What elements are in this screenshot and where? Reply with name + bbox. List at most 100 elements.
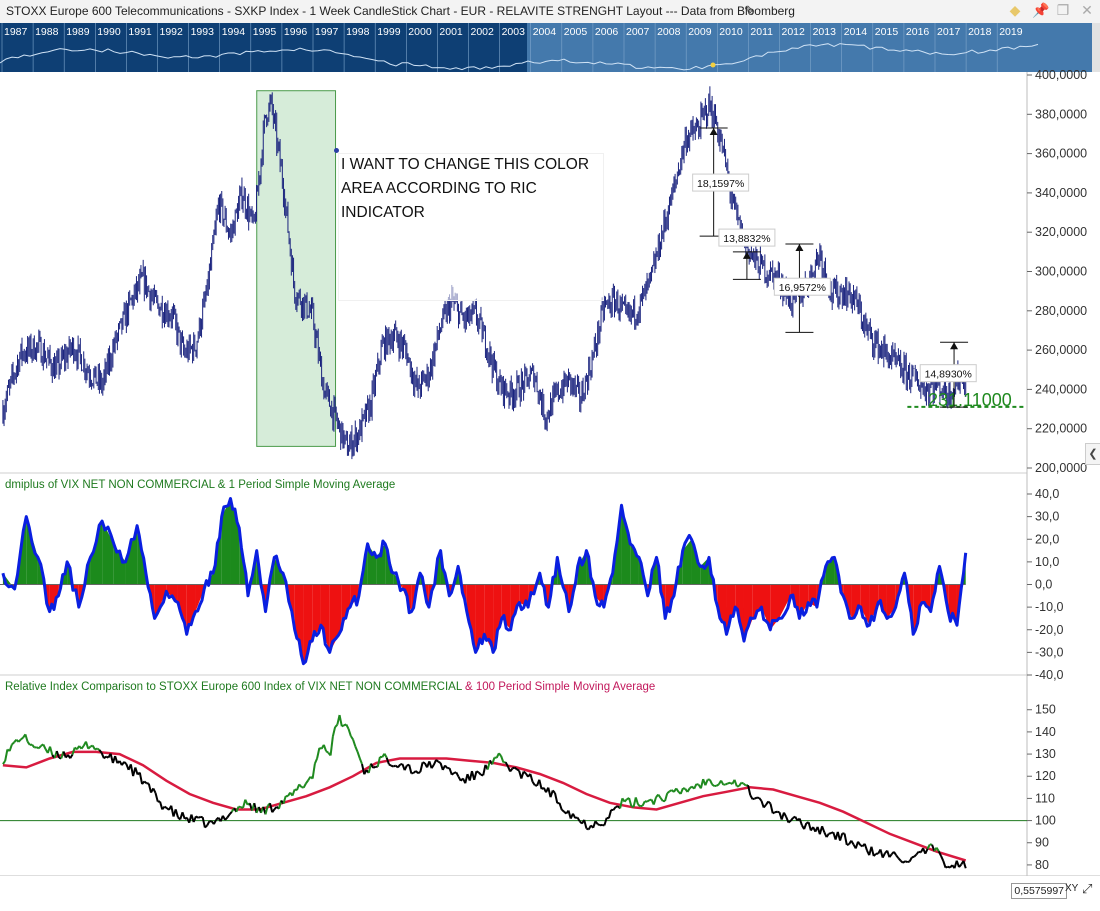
ric-segment: [291, 789, 296, 797]
overview-year-label: 2017: [937, 26, 961, 38]
overview-year-label: 2014: [844, 26, 868, 38]
ric-segment: [412, 770, 417, 774]
overview-year-label: 1990: [97, 26, 121, 38]
ric-segment: [516, 768, 520, 772]
ric-segment: [787, 820, 792, 824]
measure-label: 13,8832%: [723, 233, 770, 245]
ric-segment: [96, 747, 100, 751]
ric-segment: [17, 738, 22, 743]
expand-icon[interactable]: ⤢: [1082, 881, 1093, 896]
ric-segment: [319, 747, 322, 750]
ric-segment: [607, 809, 613, 819]
ric-segment: [918, 850, 922, 854]
pin-icon[interactable]: 📌: [1032, 2, 1050, 18]
ric-segment: [152, 787, 157, 794]
dmi-area: [274, 557, 284, 585]
support-label: 231.11000: [928, 390, 1012, 410]
ric-segment: [696, 783, 699, 786]
dmi-tick-label: 10,0: [1035, 555, 1059, 569]
ric-segment: [85, 741, 90, 750]
ric-segment: [356, 751, 361, 759]
y-tick-label: 380,0000: [1035, 107, 1087, 121]
ric-segment: [473, 770, 478, 781]
ric-segment: [740, 781, 744, 785]
ric-segment: [430, 764, 435, 769]
ric-segment: [282, 795, 287, 804]
ric-segment: [475, 770, 480, 774]
ric-segment: [228, 811, 233, 816]
ric-segment: [345, 724, 350, 730]
close-icon[interactable]: ✕: [1081, 2, 1093, 18]
expand-panel-icon[interactable]: ❮: [1085, 443, 1100, 465]
overview-navigator[interactable]: 1987 1988 1989 1990 1991 1992 1993 1994 1995 1996…: [0, 23, 1092, 72]
ric-tick-label: 80: [1035, 858, 1049, 872]
ric-segment: [305, 779, 309, 785]
ric-segment: [264, 805, 269, 815]
ric-segment: [161, 806, 166, 811]
dmi-area: [921, 584, 931, 612]
ric-segment: [534, 784, 538, 787]
ric-segment: [752, 797, 756, 801]
ric-segment: [2, 760, 6, 765]
ric-segment: [846, 843, 850, 846]
dmi-area: [752, 584, 762, 619]
ric-tick-label: 150: [1035, 703, 1056, 717]
measure-arrow: [742, 251, 751, 259]
overview-svg[interactable]: 1987 1988 1989 1990 1991 1992 1993 1994 1995 1996…: [0, 23, 1092, 72]
ric-segment: [338, 714, 343, 727]
ric-segment: [531, 781, 536, 786]
ric-segment: [419, 762, 424, 773]
crosshair-value: 0,5575997: [1011, 883, 1067, 899]
annotation-handle[interactable]: [334, 148, 339, 153]
ric-segment: [36, 746, 40, 750]
ric-segment: [708, 779, 714, 785]
ric-segment: [498, 752, 502, 757]
dmi-area: [913, 584, 922, 635]
measure-label-box: [692, 173, 750, 192]
edit-icon[interactable]: ✎: [744, 3, 755, 18]
y-tick-label: 400,0000: [1035, 68, 1087, 82]
dmi-area: [825, 557, 835, 585]
overview-year-label: 2004: [533, 26, 557, 38]
ric-segment: [572, 813, 577, 819]
ric-segment: [197, 815, 201, 819]
ric-segment: [504, 761, 509, 767]
overview-year-label: 2015: [875, 26, 899, 38]
ric-segment: [58, 756, 62, 760]
ric-segment: [850, 840, 855, 845]
restore-icon[interactable]: ❐: [1056, 2, 1070, 18]
dmi-area: [294, 584, 304, 664]
ric-segment: [747, 784, 752, 796]
ric-segment: [134, 767, 139, 775]
ric-segment: [561, 808, 565, 813]
diamond-icon[interactable]: ◆: [1009, 2, 1021, 18]
ric-segment: [725, 782, 729, 786]
ric-segment: [668, 789, 673, 793]
overview-scrollbar[interactable]: [1092, 23, 1100, 72]
ric-segment: [123, 761, 128, 765]
chart-canvas[interactable]: 231.11000 18,1597% 13,8832% 16,9572% 14,893…: [0, 0, 1100, 876]
dmi-area: [90, 521, 103, 585]
ric-segment: [164, 805, 168, 809]
ric-segment: [767, 800, 772, 805]
ric-segment: [80, 745, 85, 750]
overview-sparkline: [0, 43, 1039, 71]
annotation-box[interactable]: [338, 153, 604, 301]
ric-segment: [98, 749, 103, 754]
ric-segment: [859, 844, 864, 848]
ric-segment: [803, 822, 808, 830]
ric-segment: [904, 860, 908, 864]
ric-segment: [657, 793, 662, 799]
ric-label-text: Relative Index Comparison to STOXX Europ…: [5, 681, 462, 693]
ric-segment: [385, 757, 390, 765]
y-tick-label: 260,0000: [1035, 343, 1087, 357]
ric-segment: [367, 763, 372, 774]
overview-year-label: 2008: [657, 26, 681, 38]
ric-tick-label: 90: [1035, 836, 1049, 850]
xy-toggle[interactable]: XY: [1065, 883, 1079, 894]
ric-segment: [772, 811, 776, 815]
ric-segment: [329, 736, 334, 756]
ric-segment: [522, 770, 527, 775]
measure-label-box: [919, 364, 977, 383]
